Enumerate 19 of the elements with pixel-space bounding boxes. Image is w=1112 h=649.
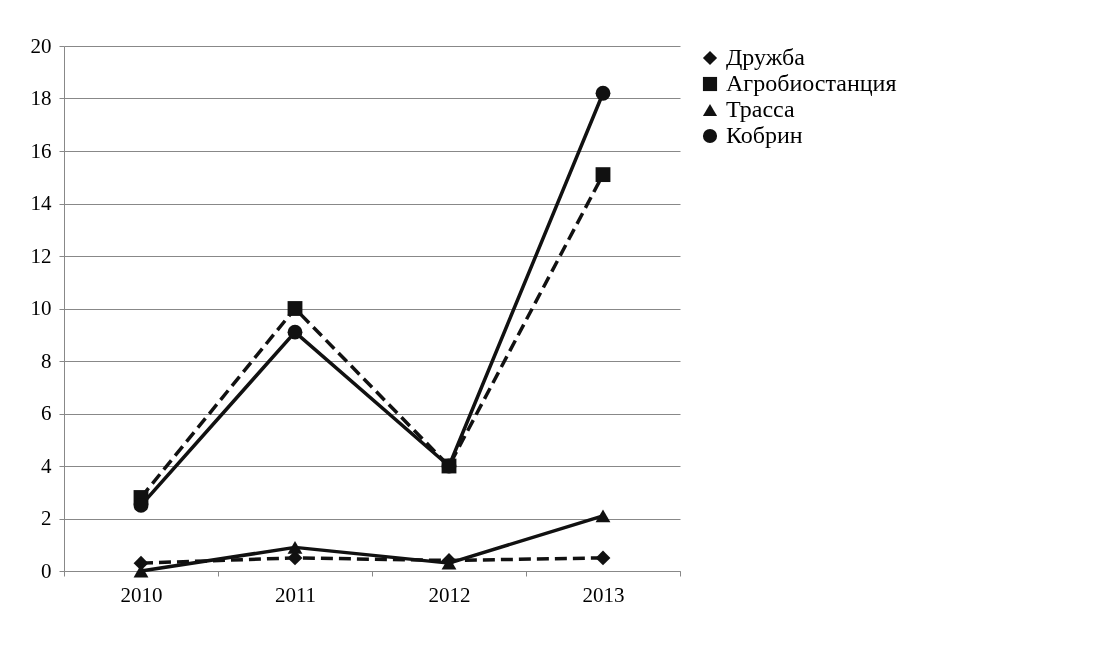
y-tick-label: 10 [30,296,52,320]
y-tick-label: 4 [41,453,52,478]
legend-label: Трасса [726,96,795,122]
x-tick-label: 2013 [582,582,625,607]
y-tick-label: 2 [41,506,52,530]
y-tick-label: 0 [41,558,52,583]
y-tick-label: 18 [30,86,52,110]
legend-label: Дружба [726,44,806,70]
y-tick-label: 12 [30,243,52,268]
y-tick-label: 6 [41,401,52,425]
legend-label: Агробиостанция [726,70,897,96]
legend-label: Кобрин [726,122,803,148]
x-tick-label: 2010 [120,582,163,607]
y-tick-label: 20 [30,33,52,58]
y-tick-label: 16 [30,138,52,163]
x-tick-label: 2012 [428,582,471,607]
y-tick-label: 14 [30,191,52,215]
x-tick-label: 2011 [274,582,317,607]
y-tick-label: 8 [41,348,52,373]
